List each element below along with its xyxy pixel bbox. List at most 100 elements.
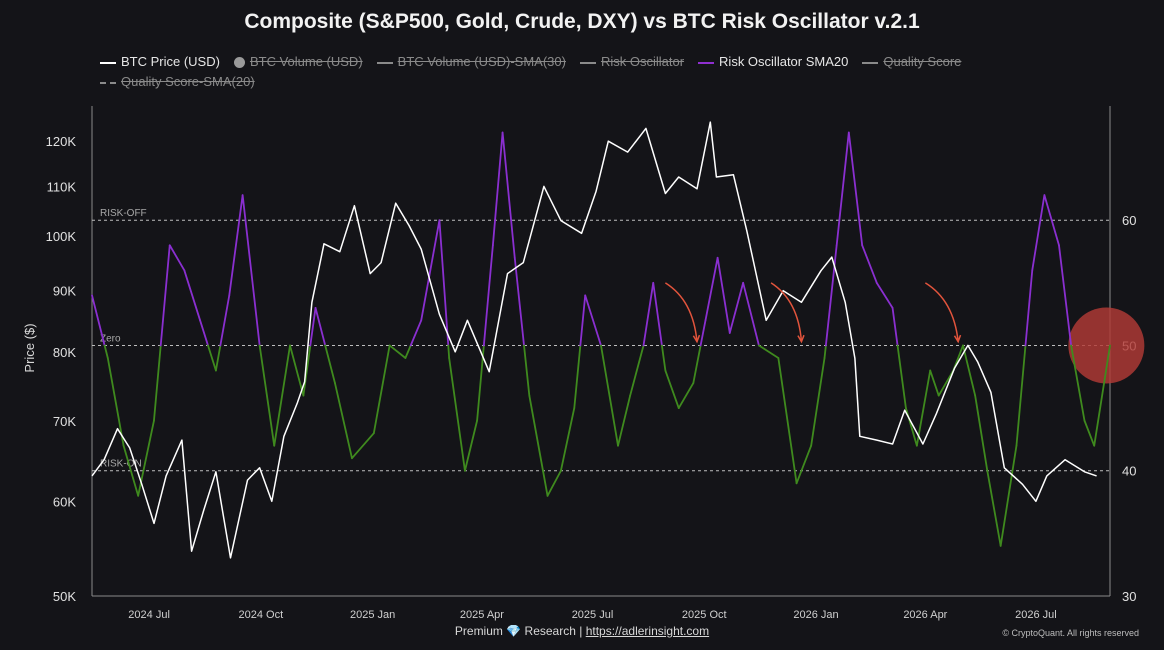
oscillator-segment bbox=[661, 344, 667, 372]
legend-label: Risk Oscillator bbox=[600, 54, 685, 69]
oscillator-segment bbox=[1031, 194, 1046, 272]
y-tick-label: 90K bbox=[53, 284, 76, 299]
oscillator-segment bbox=[929, 369, 940, 397]
oscillator-segment bbox=[1070, 344, 1086, 422]
oscillator-segment bbox=[1024, 269, 1034, 347]
y-tick-label: 100K bbox=[46, 229, 77, 244]
legend-item[interactable]: Risk Oscillator bbox=[579, 52, 685, 72]
oscillator-segment bbox=[258, 344, 276, 447]
oscillator-segment bbox=[835, 131, 850, 247]
oscillator-segment bbox=[464, 419, 478, 472]
legend-swatch bbox=[698, 61, 715, 64]
annotation-arrowhead bbox=[692, 334, 701, 344]
oscillator-segment bbox=[999, 444, 1018, 547]
oscillator-segment bbox=[482, 244, 494, 347]
annotation-arrow bbox=[924, 282, 959, 342]
y-tick-label: 120K bbox=[46, 134, 77, 149]
oscillator-segment bbox=[704, 256, 719, 322]
oscillator-segment bbox=[861, 244, 878, 284]
oscillator-segment bbox=[523, 344, 531, 397]
oscillator-segment bbox=[758, 344, 780, 359]
oscillator-segment bbox=[159, 244, 171, 347]
legend: BTC Price (USD) BTC Volume (USD) BTC Volum… bbox=[100, 52, 1100, 92]
oscillator-segment bbox=[501, 131, 516, 259]
annotation-arrow bbox=[664, 282, 698, 342]
oscillator-segment bbox=[742, 281, 760, 347]
oscillator-segment bbox=[677, 382, 695, 410]
oscillator-segment bbox=[823, 344, 827, 359]
legend-item[interactable]: BTC Price (USD) bbox=[100, 52, 220, 72]
oscillator-segment bbox=[302, 344, 312, 397]
footer-research: Research | bbox=[524, 624, 583, 638]
reference-line-label: RISK-ON bbox=[100, 459, 142, 470]
oscillator-segment bbox=[447, 344, 451, 359]
oscillator-segment bbox=[937, 369, 955, 397]
footer: Premium 💎 Research | https://adlerinsigh… bbox=[0, 624, 1164, 638]
oscillator-segment bbox=[372, 344, 391, 435]
y-tick-label: 60K bbox=[53, 494, 76, 509]
oscillator-segment bbox=[699, 319, 707, 347]
oscillator-segment bbox=[896, 344, 907, 410]
oscillator-segment bbox=[986, 469, 1002, 547]
legend-item[interactable]: Quality Score bbox=[862, 52, 961, 72]
oscillator-segment bbox=[915, 369, 932, 447]
footer-link[interactable]: https://adlerinsight.com bbox=[585, 624, 710, 638]
legend-label: Quality Score bbox=[883, 54, 962, 69]
x-tick-label: 2025 Apr bbox=[460, 609, 504, 621]
annotation-arrow bbox=[770, 282, 803, 342]
oscillator-segment bbox=[334, 382, 353, 460]
oscillator-segment bbox=[420, 219, 441, 322]
legend-label: BTC Price (USD) bbox=[121, 54, 220, 69]
chart-title: Composite (S&P500, Gold, Crude, DXY) vs … bbox=[244, 10, 920, 33]
legend-item[interactable]: BTC Volume (USD) bbox=[233, 52, 363, 72]
y2-tick-label: 60 bbox=[1122, 213, 1136, 228]
legend-swatch bbox=[233, 57, 245, 69]
oscillator-segment bbox=[560, 407, 576, 472]
annotation-arrowhead bbox=[953, 334, 962, 344]
oscillator-segment bbox=[273, 344, 291, 447]
x-tick-label: 2025 Jul bbox=[572, 609, 614, 621]
oscillator-segment bbox=[728, 281, 745, 334]
reference-line-label: Zero bbox=[100, 333, 121, 344]
legend-swatch bbox=[862, 61, 879, 64]
oscillator-segment bbox=[153, 344, 162, 422]
oscillator-segment bbox=[404, 344, 412, 359]
diamond-icon: 💎 bbox=[506, 624, 522, 638]
legend-swatch bbox=[100, 81, 116, 84]
y-tick-label: 50K bbox=[53, 589, 76, 604]
oscillator-segment bbox=[513, 256, 525, 347]
oscillator-segment bbox=[228, 194, 244, 297]
x-tick-label: 2025 Jan bbox=[350, 609, 395, 621]
legend-item[interactable]: Risk Oscillator SMA20 bbox=[698, 52, 848, 72]
oscillator-segment bbox=[600, 344, 619, 447]
oscillator-segment bbox=[652, 281, 663, 347]
oscillator-segment bbox=[1083, 419, 1096, 447]
legend-item[interactable]: Quality Score-SMA(20) bbox=[100, 72, 255, 92]
legend-label: BTC Volume (USD)-SMA(30) bbox=[397, 54, 566, 69]
oscillator-segment bbox=[642, 281, 655, 347]
legend-item[interactable]: BTC Volume (USD)-SMA(30) bbox=[376, 52, 566, 72]
legend-swatch bbox=[579, 61, 596, 64]
oscillator-segment bbox=[409, 319, 423, 347]
oscillator-segment bbox=[617, 394, 632, 447]
oscillator-segment bbox=[891, 306, 899, 347]
oscillator-segment bbox=[491, 131, 504, 247]
oscillator-segment bbox=[810, 357, 826, 447]
legend-swatch bbox=[100, 61, 116, 64]
oscillator-segment bbox=[309, 306, 317, 347]
oscillator-segment bbox=[168, 244, 186, 272]
oscillator-segment bbox=[183, 269, 202, 322]
oscillator-segment bbox=[629, 344, 645, 397]
oscillator-segment bbox=[351, 432, 375, 460]
oscillator-segment bbox=[716, 256, 731, 334]
oscillator-segment bbox=[1058, 244, 1073, 347]
oscillator-segment bbox=[106, 357, 125, 447]
oscillator-segment bbox=[199, 319, 209, 347]
footer-premium: Premium bbox=[454, 624, 503, 638]
oscillator-segment bbox=[207, 344, 217, 372]
oscillator-segment bbox=[103, 344, 109, 359]
btc-price-line bbox=[91, 121, 1097, 559]
y-tick-label: 80K bbox=[53, 345, 76, 360]
y2-tick-label: 30 bbox=[1122, 589, 1136, 604]
